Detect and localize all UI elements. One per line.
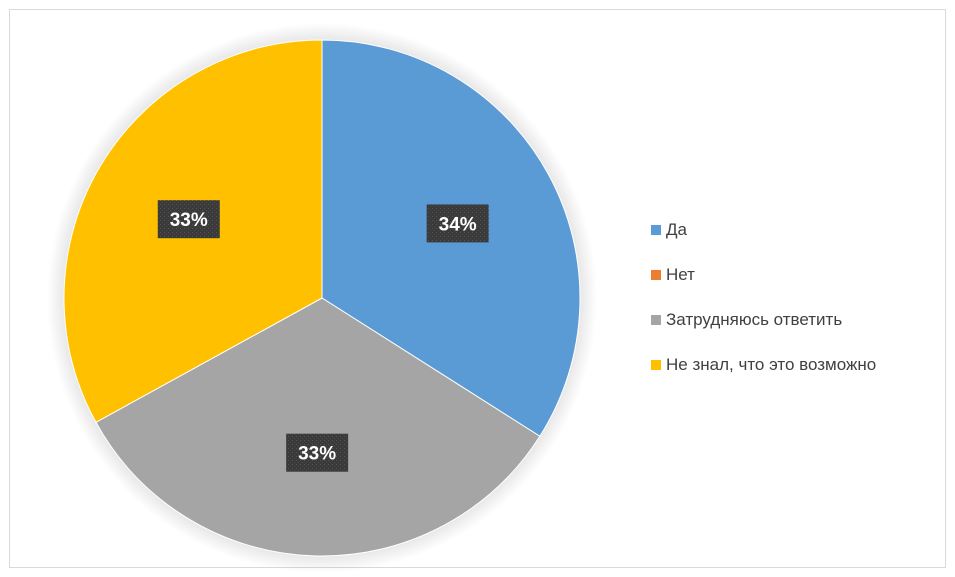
legend: Да Нет Затрудняюсь ответить Не знал, что… [651, 218, 876, 398]
legend-label: Да [666, 219, 687, 239]
legend-item: Да [651, 218, 876, 241]
legend-label: Нет [666, 264, 695, 284]
legend-item: Затрудняюсь ответить [651, 308, 876, 331]
data-label-text: 33% [298, 444, 336, 465]
data-label-text: 34% [439, 214, 477, 235]
data-label: 33% [157, 200, 220, 239]
data-label-text: 33% [170, 210, 208, 231]
data-label: 34% [426, 204, 489, 243]
data-label: 33% [286, 433, 349, 472]
legend-label: Затрудняюсь ответить [666, 309, 843, 329]
pie-slice [95, 297, 541, 557]
data-label-box [157, 200, 220, 239]
pie-slices [63, 39, 581, 557]
legend-swatch [651, 269, 661, 280]
legend-label: Не знал, что это возможно [666, 354, 877, 374]
legend-swatch [651, 224, 661, 235]
data-label-box [286, 433, 349, 472]
legend-item: Нет [651, 263, 876, 286]
legend-item: Не знал, что это возможно [651, 353, 876, 376]
legend-swatch [651, 314, 661, 325]
legend-swatch [651, 359, 661, 370]
pie-data-labels: 34% 33% 33% [157, 200, 489, 472]
data-label-box [426, 204, 489, 243]
